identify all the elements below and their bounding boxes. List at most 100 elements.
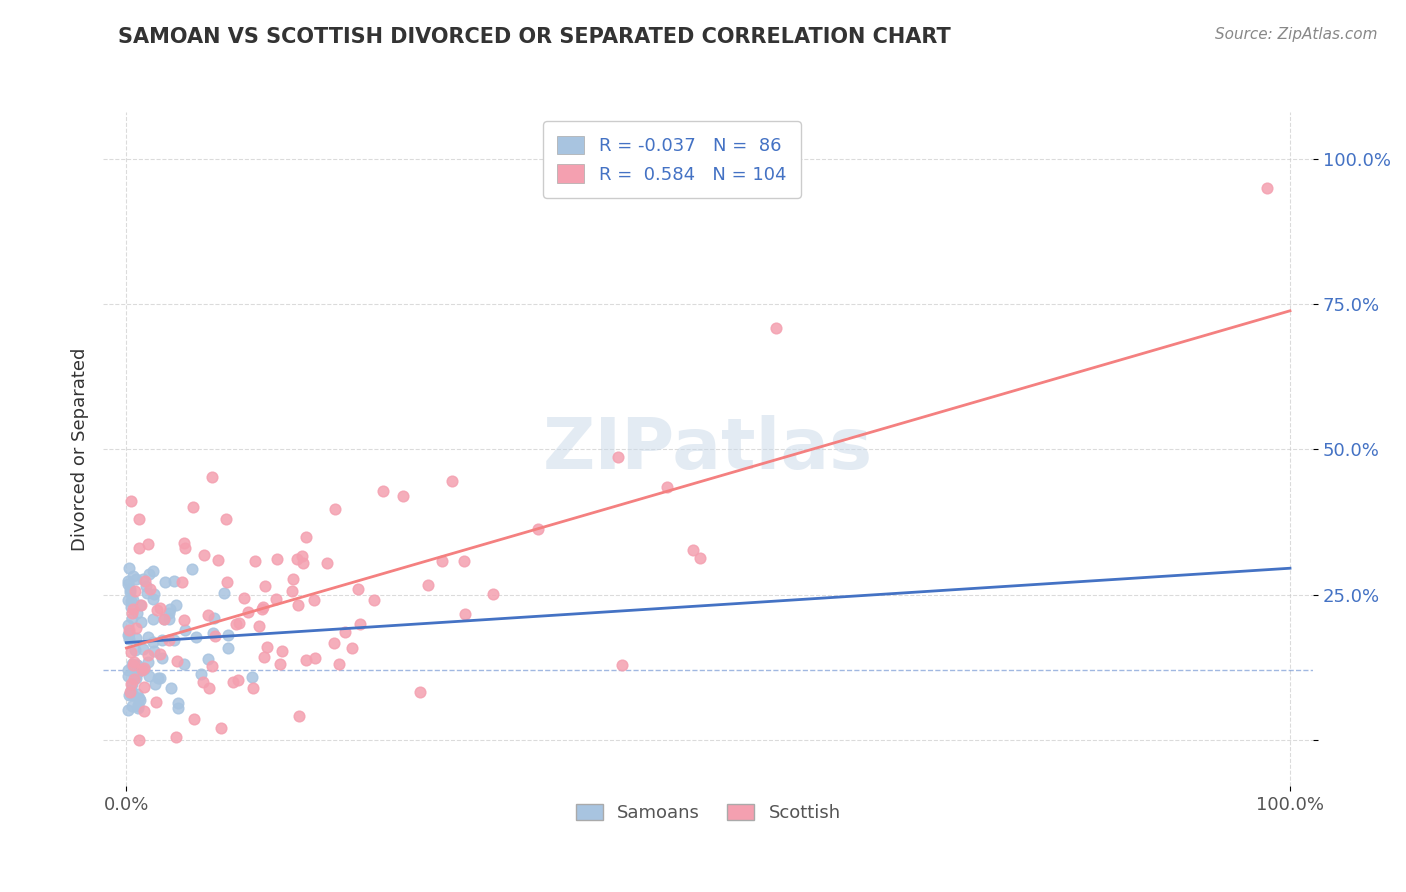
Point: [201, 469, 224, 483]
Point: [122, 688, 145, 702]
Point: [128, 733, 150, 747]
Point: [125, 658, 148, 673]
Point: [117, 663, 139, 677]
Point: [146, 602, 169, 616]
Point: [132, 572, 155, 586]
Point: [153, 575, 176, 590]
Point: [125, 671, 148, 685]
Point: [214, 585, 236, 599]
Point: [146, 672, 169, 686]
Point: [132, 680, 155, 694]
Point: [120, 677, 142, 691]
Point: [118, 560, 141, 574]
Point: [124, 621, 146, 635]
Legend: Samoans, Scottish: Samoans, Scottish: [567, 795, 849, 831]
Point: [291, 549, 314, 564]
Point: [392, 489, 415, 503]
Point: [1256, 181, 1278, 195]
Point: [122, 568, 145, 582]
Point: [197, 652, 219, 666]
Point: [215, 511, 238, 525]
Point: [482, 587, 505, 601]
Point: [117, 628, 139, 642]
Point: [288, 709, 311, 723]
Point: [124, 631, 146, 645]
Point: [149, 647, 172, 661]
Point: [173, 535, 195, 549]
Point: [120, 682, 142, 697]
Point: [264, 591, 287, 606]
Point: [143, 676, 166, 690]
Point: [228, 616, 250, 631]
Point: [159, 606, 181, 620]
Point: [132, 662, 155, 676]
Point: [157, 612, 180, 626]
Point: [173, 657, 195, 671]
Point: [453, 554, 475, 568]
Point: [134, 661, 156, 675]
Point: [127, 698, 149, 713]
Point: [142, 591, 165, 606]
Point: [280, 584, 302, 599]
Point: [121, 593, 143, 607]
Point: [527, 522, 550, 536]
Point: [117, 669, 139, 683]
Point: [285, 551, 308, 566]
Point: [197, 681, 219, 695]
Point: [125, 667, 148, 681]
Point: [347, 582, 370, 596]
Point: [117, 574, 139, 589]
Text: SAMOAN VS SCOTTISH DIVORCED OR SEPARATED CORRELATION CHART: SAMOAN VS SCOTTISH DIVORCED OR SEPARATED…: [118, 27, 950, 46]
Point: [136, 655, 159, 669]
Point: [153, 612, 176, 626]
Point: [121, 677, 143, 691]
Point: [120, 594, 142, 608]
Point: [295, 653, 318, 667]
Point: [120, 494, 142, 508]
Point: [162, 632, 184, 647]
Point: [190, 666, 212, 681]
Point: [136, 631, 159, 645]
Point: [165, 598, 187, 612]
Point: [127, 686, 149, 700]
Point: [138, 648, 160, 662]
Point: [149, 600, 172, 615]
Point: [238, 606, 260, 620]
Point: [117, 626, 139, 640]
Point: [121, 606, 143, 620]
Point: [197, 607, 219, 622]
Point: [183, 500, 205, 514]
Point: [204, 629, 226, 643]
Point: [132, 704, 155, 718]
Point: [217, 640, 239, 655]
Point: [121, 657, 143, 671]
Y-axis label: Divorced or Separated: Divorced or Separated: [72, 348, 89, 551]
Point: [122, 658, 145, 673]
Point: [142, 564, 165, 578]
Point: [166, 697, 188, 711]
Point: [610, 657, 633, 672]
Point: [124, 643, 146, 657]
Point: [150, 632, 173, 647]
Point: [304, 651, 326, 665]
Point: [323, 636, 346, 650]
Point: [607, 450, 630, 464]
Point: [689, 550, 711, 565]
Point: [118, 685, 141, 699]
Point: [207, 552, 229, 566]
Point: [250, 601, 273, 615]
Point: [127, 606, 149, 620]
Point: [121, 660, 143, 674]
Point: [254, 579, 277, 593]
Point: [225, 617, 247, 632]
Point: [440, 475, 463, 489]
Point: [117, 593, 139, 607]
Point: [139, 582, 162, 596]
Point: [371, 484, 394, 499]
Point: [128, 690, 150, 705]
Point: [125, 657, 148, 672]
Text: Source: ZipAtlas.com: Source: ZipAtlas.com: [1215, 27, 1378, 42]
Point: [247, 618, 270, 632]
Point: [142, 587, 165, 601]
Point: [256, 640, 278, 654]
